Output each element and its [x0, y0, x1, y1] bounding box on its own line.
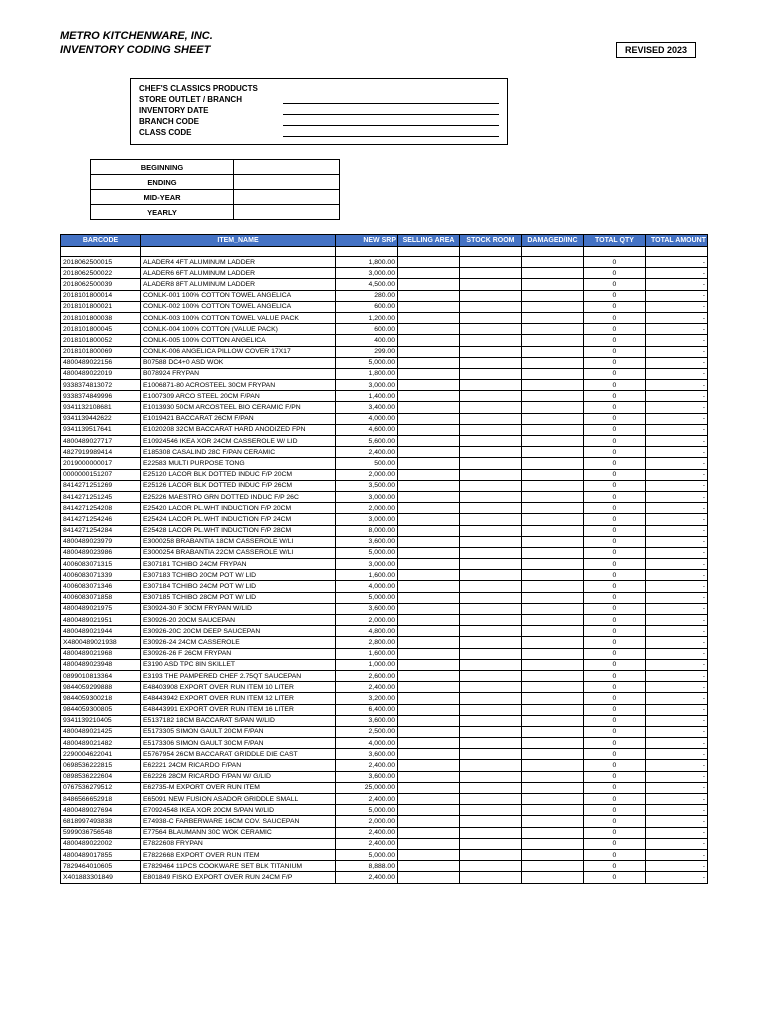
table-row: 2018101800021CONLK-002 100% COTTON TOWEL…: [61, 301, 708, 312]
table-row: 9341132108681E1013930 50CM ARCOSTEEL BIO…: [61, 402, 708, 413]
table-row: 2018062500039ALADER8 8FT ALUMINUM LADDER…: [61, 279, 708, 290]
table-row: 2018101800014CONLK-001 100% COTTON TOWEL…: [61, 290, 708, 301]
table-row: 9844059300218E48443942 EXPORT OVER RUN I…: [61, 693, 708, 704]
table-row: 4800489021482E5173306 SIMON GAULT 30CM F…: [61, 738, 708, 749]
table-row: 8414271254284E25428 LACOR PL.WHT INDUCTI…: [61, 525, 708, 536]
table-row: 4800489027717E10924546 IKEA XOR 24CM CAS…: [61, 436, 708, 447]
table-row: 4827919989414E185308 CASALIND 28C F/PAN …: [61, 447, 708, 458]
table-header: BARCODE: [61, 235, 141, 247]
company-name: METRO KITCHENWARE, INC.: [60, 30, 708, 42]
period-value: [234, 175, 340, 190]
table-row: 9338374813072E1006871-80 ACROSTEEL 30CM …: [61, 380, 708, 391]
table-row: 9341139442622E1019421 BACCARAT 26CM F/PA…: [61, 413, 708, 424]
table-row: 4800489021968E30926-26 F 26CM FRYPAN1,60…: [61, 648, 708, 659]
period-value: [234, 160, 340, 175]
table-header: NEW SRP: [336, 235, 398, 247]
table-row: 8486566652918E65091 NEW FUSION ASADOR GR…: [61, 794, 708, 805]
revised-badge: REVISED 2023: [616, 42, 696, 58]
table-row: 4800489022002E7822608 FRYPAN2,400.000-: [61, 838, 708, 849]
table-row: 4800489022156B07588 DC4+0 ASD WOK5,000.0…: [61, 357, 708, 368]
period-label: ENDING: [91, 175, 234, 190]
table-row: 2018101800038CONLK-003 100% COTTON TOWEL…: [61, 312, 708, 323]
table-row: 2018062500022ALADER6 6FT ALUMINUM LADDER…: [61, 268, 708, 279]
table-row: 4800489023986E3000254 BRABANTIA 22CM CAS…: [61, 547, 708, 558]
table-row: 6818997493838E74938-C FARBERWARE 16CM CO…: [61, 816, 708, 827]
table-row: 7829464010605E7829464 11PCS COOKWARE SET…: [61, 861, 708, 872]
table-row: 9341139517641E1020208 32CM BACCARAT HARD…: [61, 424, 708, 435]
period-value: [234, 190, 340, 205]
info-line: [283, 116, 499, 126]
sheet-title: INVENTORY CODING SHEET: [60, 44, 708, 56]
table-row: X4800489021938E30926-24 24CM CASSEROLE2,…: [61, 637, 708, 648]
info-title: CHEF'S CLASSICS PRODUCTS: [139, 84, 279, 93]
period-label: MID-YEAR: [91, 190, 234, 205]
info-label: STORE OUTLET / BRANCH: [139, 95, 279, 104]
table-row: 8414271254246E25424 LACOR PL.WHT INDUCTI…: [61, 514, 708, 525]
table-header: ITEM_NAME: [141, 235, 336, 247]
table-row: 8414271251245E25226 MAESTRO GRN DOTTED I…: [61, 491, 708, 502]
period-table: BEGINNINGENDINGMID-YEARYEARLY: [90, 159, 340, 220]
table-row: 2018101800069CONLK-006 ANGELICA PILLOW C…: [61, 346, 708, 357]
table-row: 4800489017855E7822668 EXPORT OVER RUN IT…: [61, 849, 708, 860]
table-row: 9338374849996E1007309 ARCO STEEL 20CM F/…: [61, 391, 708, 402]
table-header: STOCK ROOM: [459, 235, 521, 247]
info-label: INVENTORY DATE: [139, 106, 279, 115]
info-line: [283, 105, 499, 115]
table-row: 4800489021975E30924-30 F 30CM FRYPAN W/L…: [61, 603, 708, 614]
table-row: 4800489023948E3190 ASD TPC 8IN SKILLET1,…: [61, 659, 708, 670]
table-row: 2290004622041E5767954 26CM BACCARAT GRID…: [61, 749, 708, 760]
table-row: X401883301849E801849 FISKO EXPORT OVER R…: [61, 872, 708, 883]
table-row: 0898536222604E62226 28CM RICARDO F/PAN W…: [61, 771, 708, 782]
table-row: 2018101800045CONLK-004 100% COTTON (VALU…: [61, 324, 708, 335]
table-row: 9844059300805E48443991 EXPORT OVER RUN I…: [61, 704, 708, 715]
table-row: 0000000151207E25120 LACOR BLK DOTTED IND…: [61, 469, 708, 480]
table-header: TOTAL AMOUNT: [645, 235, 707, 247]
info-label: BRANCH CODE: [139, 117, 279, 126]
table-row: 4800489021425E5173305 SIMON GAULT 20CM F…: [61, 726, 708, 737]
table-row: 4006083071858E307185 TCHIBO 28CM POT W/ …: [61, 592, 708, 603]
table-row: 2018062500015ALADER4 4FT ALUMINUM LADDER…: [61, 257, 708, 268]
table-header: DAMAGED/INC: [521, 235, 583, 247]
table-row: 9844059299888E48403908 EXPORT OVER RUN I…: [61, 682, 708, 693]
period-label: BEGINNING: [91, 160, 234, 175]
table-row: 9341139210405E5137182 18CM BACCARAT S/PA…: [61, 715, 708, 726]
table-row: 5999036756548E77564 BLAUMANN 30C WOK CER…: [61, 827, 708, 838]
inventory-table: BARCODEITEM_NAMENEW SRPSELLING AREASTOCK…: [60, 234, 708, 884]
table-row: 8414271254208E25420 LACOR PL.WHT INDUCTI…: [61, 503, 708, 514]
info-block: CHEF'S CLASSICS PRODUCTS STORE OUTLET / …: [130, 78, 508, 145]
table-row: 4006083071339E307183 TCHIBO 20CM POT W/ …: [61, 570, 708, 581]
info-line: [283, 94, 499, 104]
table-header: TOTAL QTY: [583, 235, 645, 247]
info-line: [283, 127, 499, 137]
table-row: 0899010813364E3193 THE PAMPERED CHEF 2.7…: [61, 670, 708, 681]
table-row: 8414271251269E25126 LACOR BLK DOTTED IND…: [61, 480, 708, 491]
table-row: 4800489021951E30926-20 20CM SAUCEPAN2,00…: [61, 615, 708, 626]
period-value: [234, 205, 340, 220]
table-row: 4800489021944E30926-20C 20CM DEEP SAUCEP…: [61, 626, 708, 637]
period-label: YEARLY: [91, 205, 234, 220]
table-row: 4800489022019B078924 FRYPAN1,800.000-: [61, 368, 708, 379]
info-label: CLASS CODE: [139, 128, 279, 137]
table-header: SELLING AREA: [398, 235, 460, 247]
table-row: 2018101800052CONLK-005 100% COTTON ANGEL…: [61, 335, 708, 346]
table-row: 0698536222815E62221 24CM RICARDO F/PAN2,…: [61, 760, 708, 771]
table-row: 0767536279512E62735-M EXPORT OVER RUN IT…: [61, 782, 708, 793]
table-row: 4006083071346E307184 TCHIBO 24CM POT W/ …: [61, 581, 708, 592]
table-row: 4800489023979E3000258 BRABANTIA 18CM CAS…: [61, 536, 708, 547]
table-row: 4006083071315E307181 TCHIBO 24CM FRYPAN3…: [61, 559, 708, 570]
table-row: 2019000000017E22583 MULTI PURPOSE TONG50…: [61, 458, 708, 469]
table-row: 4800489027694E70924548 IKEA XOR 20CM S/P…: [61, 805, 708, 816]
